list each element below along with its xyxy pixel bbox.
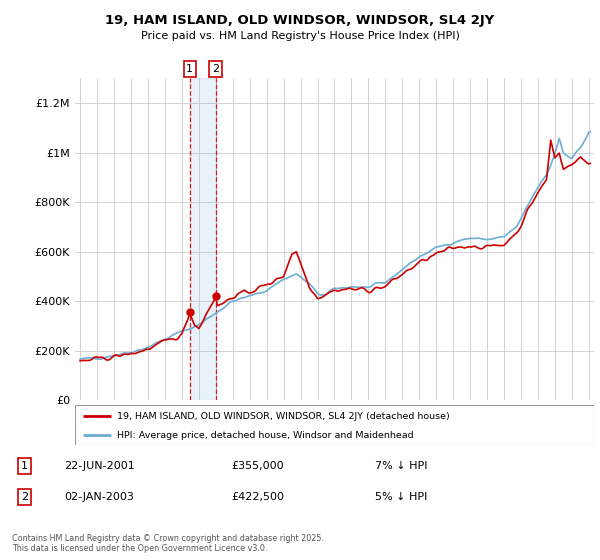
Text: 22-JUN-2001: 22-JUN-2001 bbox=[64, 461, 134, 471]
Bar bbox=[190, 78, 216, 400]
Text: 19, HAM ISLAND, OLD WINDSOR, WINDSOR, SL4 2JY: 19, HAM ISLAND, OLD WINDSOR, WINDSOR, SL… bbox=[106, 14, 494, 27]
FancyBboxPatch shape bbox=[75, 405, 594, 445]
Text: 2: 2 bbox=[212, 64, 220, 74]
Text: 1: 1 bbox=[20, 461, 28, 471]
Text: 5% ↓ HPI: 5% ↓ HPI bbox=[375, 492, 427, 502]
Text: 19, HAM ISLAND, OLD WINDSOR, WINDSOR, SL4 2JY (detached house): 19, HAM ISLAND, OLD WINDSOR, WINDSOR, SL… bbox=[116, 412, 449, 421]
Text: 2: 2 bbox=[20, 492, 28, 502]
Text: £422,500: £422,500 bbox=[231, 492, 284, 502]
Text: 02-JAN-2003: 02-JAN-2003 bbox=[64, 492, 134, 502]
Text: Contains HM Land Registry data © Crown copyright and database right 2025.
This d: Contains HM Land Registry data © Crown c… bbox=[12, 534, 324, 553]
Text: 1: 1 bbox=[187, 64, 193, 74]
Text: HPI: Average price, detached house, Windsor and Maidenhead: HPI: Average price, detached house, Wind… bbox=[116, 431, 413, 440]
Text: £355,000: £355,000 bbox=[231, 461, 284, 471]
Text: Price paid vs. HM Land Registry's House Price Index (HPI): Price paid vs. HM Land Registry's House … bbox=[140, 31, 460, 41]
Text: 7% ↓ HPI: 7% ↓ HPI bbox=[375, 461, 427, 471]
